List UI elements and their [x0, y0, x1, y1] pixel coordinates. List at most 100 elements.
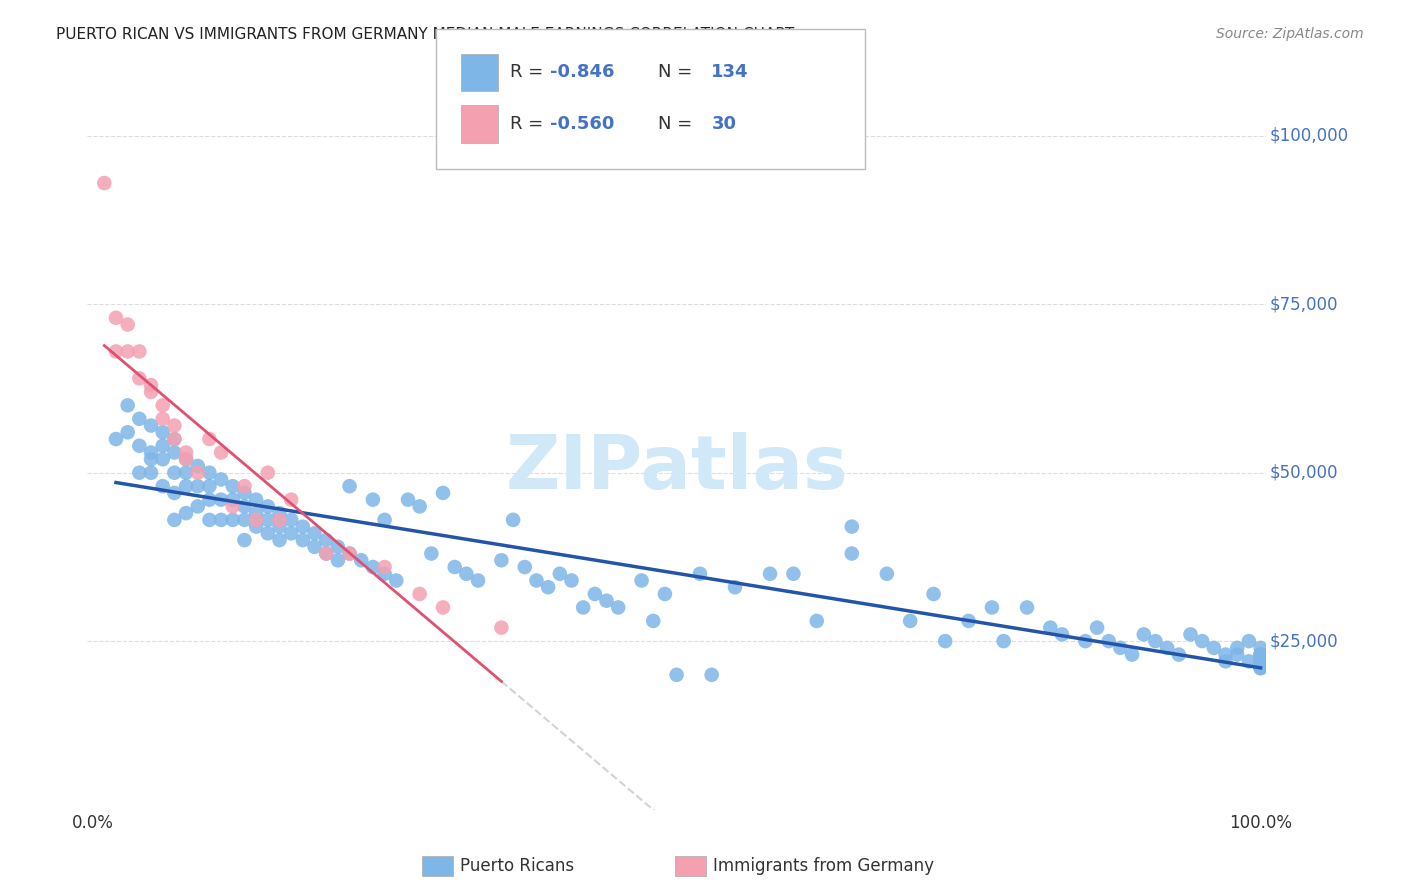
Point	[104, 344, 127, 359]
Point	[315, 533, 337, 547]
Point	[724, 580, 747, 594]
Point	[187, 458, 209, 473]
Point	[222, 492, 245, 507]
Point	[139, 466, 162, 480]
Point	[128, 466, 150, 480]
Point	[152, 398, 174, 412]
Point	[339, 547, 361, 561]
Text: R =: R =	[510, 63, 550, 81]
Point	[139, 452, 162, 467]
Point	[537, 580, 560, 594]
Text: Source: ZipAtlas.com: Source: ZipAtlas.com	[1216, 27, 1364, 41]
Text: Puerto Ricans: Puerto Ricans	[460, 857, 574, 875]
Point	[700, 668, 723, 682]
Point	[1144, 634, 1167, 648]
Point	[163, 445, 186, 459]
Point	[841, 519, 863, 533]
Point	[304, 540, 326, 554]
Point	[374, 566, 396, 581]
Point	[1250, 648, 1272, 662]
Point	[1250, 654, 1272, 668]
Point	[163, 486, 186, 500]
Point	[187, 500, 209, 514]
Point	[104, 310, 127, 325]
Text: $50,000: $50,000	[1270, 464, 1339, 482]
Point	[491, 553, 513, 567]
Point	[174, 452, 197, 467]
Point	[607, 600, 630, 615]
Point	[922, 587, 945, 601]
Point	[315, 547, 337, 561]
Point	[1180, 627, 1202, 641]
Point	[245, 513, 267, 527]
Point	[1237, 654, 1260, 668]
Text: $100,000: $100,000	[1270, 127, 1350, 145]
Point	[957, 614, 980, 628]
Point	[117, 318, 139, 332]
Text: 134: 134	[711, 63, 749, 81]
Point	[1202, 640, 1225, 655]
Text: -0.846: -0.846	[550, 63, 614, 81]
Point	[152, 479, 174, 493]
Point	[163, 466, 186, 480]
Point	[665, 668, 688, 682]
Point	[326, 553, 349, 567]
Point	[841, 547, 863, 561]
Point	[456, 566, 478, 581]
Point	[526, 574, 548, 588]
Point	[117, 398, 139, 412]
Point	[1250, 661, 1272, 675]
Point	[256, 500, 278, 514]
Point	[1226, 648, 1249, 662]
Point	[174, 452, 197, 467]
Point	[233, 486, 256, 500]
Point	[374, 513, 396, 527]
Text: -0.560: -0.560	[550, 115, 614, 133]
Point	[198, 513, 221, 527]
Point	[993, 634, 1015, 648]
Point	[898, 614, 921, 628]
Point	[374, 560, 396, 574]
Text: N =: N =	[658, 115, 704, 133]
Point	[1250, 640, 1272, 655]
Point	[128, 344, 150, 359]
Point	[1167, 648, 1189, 662]
Point	[152, 425, 174, 440]
Point	[595, 593, 617, 607]
Point	[315, 547, 337, 561]
Point	[163, 432, 186, 446]
Point	[152, 452, 174, 467]
Point	[502, 513, 524, 527]
Point	[513, 560, 536, 574]
Point	[152, 439, 174, 453]
Point	[187, 466, 209, 480]
Point	[1226, 640, 1249, 655]
Point	[630, 574, 652, 588]
Point	[1215, 654, 1237, 668]
Point	[689, 566, 711, 581]
Point	[280, 513, 302, 527]
Point	[256, 513, 278, 527]
Point	[759, 566, 782, 581]
Point	[1121, 648, 1143, 662]
Text: ZIPatlas: ZIPatlas	[505, 432, 848, 505]
Point	[1050, 627, 1073, 641]
Text: N =: N =	[658, 63, 697, 81]
Point	[326, 540, 349, 554]
Point	[572, 600, 595, 615]
Point	[467, 574, 489, 588]
Point	[128, 412, 150, 426]
Point	[187, 479, 209, 493]
Point	[117, 425, 139, 440]
Point	[198, 466, 221, 480]
Text: PUERTO RICAN VS IMMIGRANTS FROM GERMANY MEDIAN MALE EARNINGS CORRELATION CHART: PUERTO RICAN VS IMMIGRANTS FROM GERMANY …	[56, 27, 794, 42]
Point	[443, 560, 465, 574]
Point	[291, 533, 314, 547]
Point	[209, 492, 232, 507]
Point	[876, 566, 898, 581]
Point	[560, 574, 582, 588]
Point	[280, 526, 302, 541]
Point	[256, 466, 278, 480]
Point	[934, 634, 956, 648]
Point	[1191, 634, 1213, 648]
